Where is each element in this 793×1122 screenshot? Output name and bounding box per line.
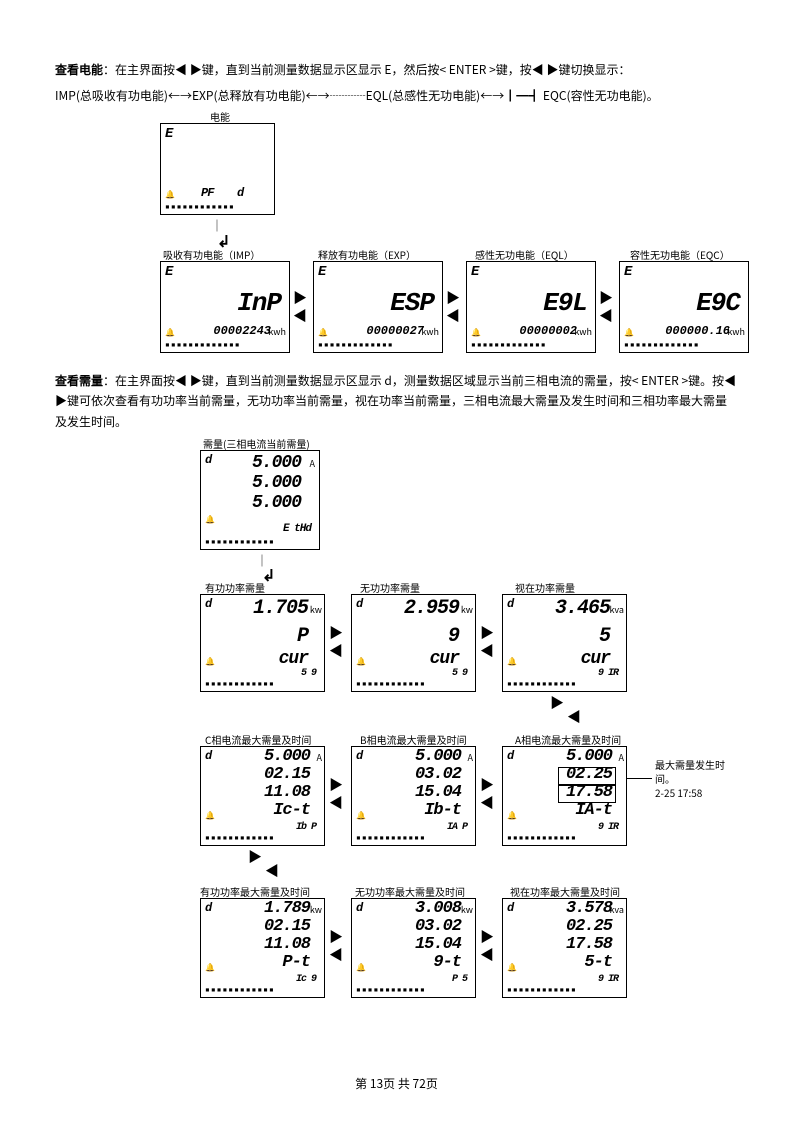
arrow-left-icon: ◀: [567, 710, 581, 724]
arrow-right-icon: ▶: [480, 778, 494, 792]
callout-note: 最大需量发生时间。 2-25 17:58: [655, 758, 735, 800]
bell-icon: 🔔: [356, 810, 366, 821]
arrow-right-icon: ▶: [329, 778, 343, 792]
callout-box-2: [558, 785, 616, 803]
section2-para: 查看需量：在主界面按◀ ▶键，直到当前测量数据显示区显示 d，测量数据区域显示当…: [55, 371, 738, 432]
arrow-left-icon: ◀: [329, 948, 343, 962]
arrow-left-icon: ◀: [599, 309, 613, 323]
lbl-demand-top: 需量(三相电流当前需量): [203, 436, 310, 451]
lbl-ia-max: A相电流最大需量及时间: [515, 732, 621, 747]
bell-icon: 🔔: [205, 962, 215, 973]
bell-icon: 🔔: [507, 810, 517, 821]
lbl-q-max: 无功功率最大需量及时间: [355, 884, 465, 899]
lbl-imp: 吸收有功电能（IMP）: [163, 247, 260, 262]
bell-icon: 🔔: [165, 189, 175, 200]
arrow-left-icon: ◀: [329, 644, 343, 658]
arrow-left-icon: ◀: [265, 864, 279, 878]
bell-icon: 🔔: [205, 810, 215, 821]
lcd-ia-max: d 5.000 A 02.25 17.58 IA-t 🔔 9 IR ▪▪▪▪▪▪…: [502, 746, 627, 846]
bell-icon: 🔔: [507, 962, 517, 973]
arrow-left-icon: ◀: [480, 644, 494, 658]
arrow-right-icon: ▶: [480, 626, 494, 640]
lcd-s-demand: d 3.465 kva 5 cur 🔔 9 IR ▪▪▪▪▪▪▪▪▪▪▪▪: [502, 594, 627, 692]
lbl-eqc: 容性无功电能（EQC）: [630, 247, 730, 262]
lbl-ic-max: C相电流最大需量及时间: [205, 732, 311, 747]
arrow-left-icon: ◀: [480, 948, 494, 962]
section1-line2: IMP(总吸收有功电能)←→EXP(总释放有功电能)←→┈┈┈EQL(总感性无功…: [55, 86, 738, 106]
section1-para: 查看电能：在主界面按◀ ▶键，直到当前测量数据显示区显示 E，然后按< ENTE…: [55, 60, 738, 80]
bell-icon: 🔔: [165, 327, 175, 338]
bell-icon: 🔔: [205, 656, 215, 667]
lcd-p-max: d 1.789 kw 02.15 11.08 P-t 🔔 Ic 9 ▪▪▪▪▪▪…: [200, 898, 325, 998]
lcd-demand-top: d 5.000 A 5.000 5.000 🔔 E tHd ▪▪▪▪▪▪▪▪▪▪…: [200, 450, 320, 550]
diagram-demand: 需量(三相电流当前需量) d 5.000 A 5.000 5.000 🔔 E t…: [55, 438, 738, 1018]
arrow-right-icon: ▶: [329, 930, 343, 944]
arrow-left-icon: ◀: [480, 796, 494, 810]
bell-icon: 🔔: [205, 514, 215, 525]
bell-icon: 🔔: [318, 327, 328, 338]
arrow-left-icon: ◀: [293, 309, 307, 323]
lbl-p-max: 有功功率最大需量及时间: [200, 884, 310, 899]
arrow-right-icon: ▶: [550, 696, 564, 710]
lbl-s-max: 视在功率最大需量及时间: [510, 884, 620, 899]
lcd-imp: E InP 00002243 kwh 🔔 ▪▪▪▪▪▪▪▪▪▪▪▪▪: [160, 261, 290, 353]
arrow-left-icon: ◀: [446, 309, 460, 323]
arrow-right-icon: ▶: [480, 930, 494, 944]
lcd-eqc: E E9C 000000.16 kwh 🔔 ▪▪▪▪▪▪▪▪▪▪▪▪▪: [619, 261, 749, 353]
arrow-left-icon: ◀: [329, 796, 343, 810]
callout-box-1: [558, 767, 616, 785]
diagram-energy: 电能 E PF d 🔔 ▪▪▪▪▪▪▪▪▪▪▪▪ │ ↲ 吸收有功电能（IMP）…: [55, 113, 738, 353]
lcd-ic-max: d 5.000 A 02.15 11.08 Ic-t 🔔 Ib P ▪▪▪▪▪▪…: [200, 746, 325, 846]
lbl-ib-max: B相电流最大需量及时间: [360, 732, 467, 747]
bell-icon: 🔔: [624, 327, 634, 338]
lbl-s-demand: 视在功率需量: [515, 580, 575, 595]
leader-line: [627, 778, 652, 779]
lbl-eql: 感性无功电能（EQL）: [475, 247, 574, 262]
section1-heading: 查看电能: [55, 61, 103, 78]
arrow-right-icon: ▶: [329, 626, 343, 640]
lcd-q-max: d 3.008 kw 03.02 15.04 9-t 🔔 P 5 ▪▪▪▪▪▪▪…: [351, 898, 476, 998]
bell-icon: 🔔: [356, 962, 366, 973]
lbl-exp: 释放有功电能（EXP）: [318, 247, 416, 262]
scale-dots: ▪▪▪▪▪▪▪▪▪▪▪▪: [165, 202, 270, 211]
arrow-right-icon: ▶: [599, 291, 613, 305]
page-footer: 第 13页 共 72页: [0, 1075, 793, 1092]
lcd-p-demand: d 1.705 kw P cur 🔔 5 9 ▪▪▪▪▪▪▪▪▪▪▪▪: [200, 594, 325, 692]
lcd-exp: E ESP 00000027 kwh 🔔 ▪▪▪▪▪▪▪▪▪▪▪▪▪: [313, 261, 443, 353]
bell-icon: 🔔: [507, 656, 517, 667]
lcd-eql: E E9L 00000002 kwh 🔔 ▪▪▪▪▪▪▪▪▪▪▪▪▪: [466, 261, 596, 353]
lbl-top-energy: 电能: [210, 109, 230, 124]
section2-heading: 查看需量: [55, 372, 103, 389]
arrow-right-icon: ▶: [248, 850, 262, 864]
lcd-q-demand: d 2.959 kw 9 cur 🔔 5 9 ▪▪▪▪▪▪▪▪▪▪▪▪: [351, 594, 476, 692]
lcd-ib-max: d 5.000 A 03.02 15.04 Ib-t 🔔 IA P ▪▪▪▪▪▪…: [351, 746, 476, 846]
lbl-p-demand: 有功功率需量: [205, 580, 265, 595]
lcd-energy-top: E PF d 🔔 ▪▪▪▪▪▪▪▪▪▪▪▪: [160, 123, 275, 215]
bell-icon: 🔔: [356, 656, 366, 667]
bell-icon: 🔔: [471, 327, 481, 338]
lcd-s-max: d 3.578 kva 02.25 17.58 5-t 🔔 9 IR ▪▪▪▪▪…: [502, 898, 627, 998]
lbl-q-demand: 无功功率需量: [360, 580, 420, 595]
arrow-right-icon: ▶: [446, 291, 460, 305]
arrow-right-icon: ▶: [293, 291, 307, 305]
